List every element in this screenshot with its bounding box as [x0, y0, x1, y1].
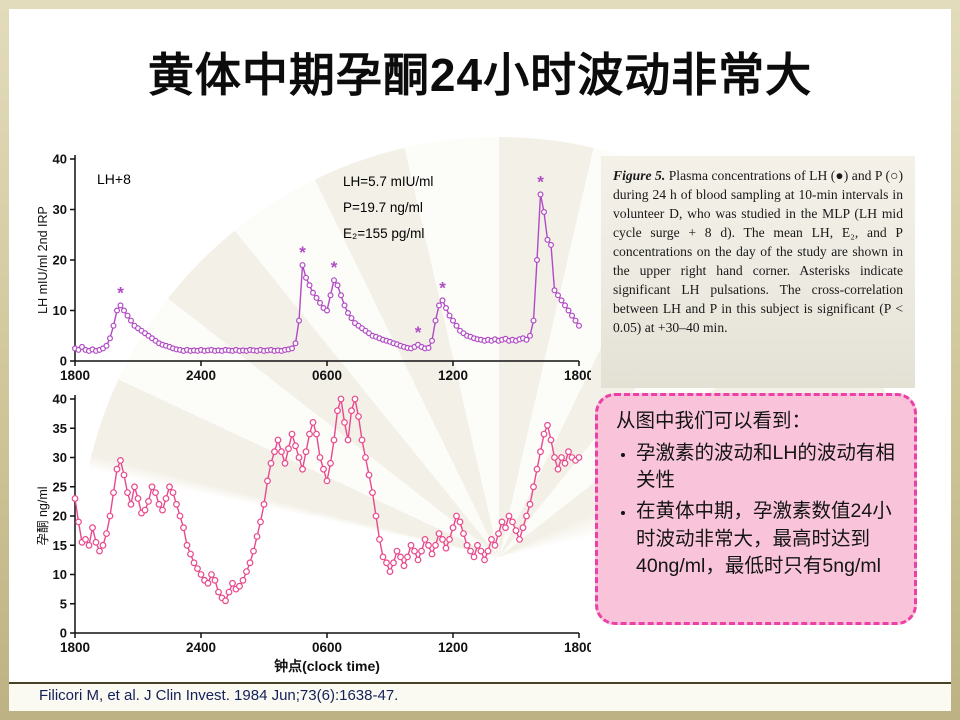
- svg-text:10: 10: [53, 303, 67, 318]
- lh-mean-value: LH=5.7 mIU/ml: [343, 174, 434, 189]
- svg-text:35: 35: [53, 421, 67, 436]
- note-bullet-list: 孕激素的波动和LH的波动有相关性 在黄体中期，孕激素数值24小时波动非常大，最高…: [614, 440, 900, 581]
- citation-bar: Filicori M, et al. J Clin Invest. 1984 J…: [9, 682, 951, 711]
- svg-text:0600: 0600: [312, 640, 342, 655]
- svg-text:1800: 1800: [564, 368, 591, 383]
- svg-text:40: 40: [53, 392, 67, 407]
- note-heading: 从图中我们可以看到：: [616, 410, 812, 432]
- svg-text:0600: 0600: [312, 368, 342, 383]
- p-mean-value: P=19.7 ng/ml: [343, 200, 423, 215]
- progesterone-chart-svg: 0 5 10 15 20 25 30 35 40 1800 2400 0600 1200 1800 孕酮 n…: [36, 392, 594, 675]
- svg-text:*: *: [537, 172, 544, 191]
- svg-text:1200: 1200: [438, 640, 468, 655]
- svg-text:30: 30: [53, 202, 67, 217]
- lh-chart: 0 10 20 30 40 1800 2400 0600 1200 1800 * * * * * * LH mI…: [35, 147, 594, 387]
- svg-text:40: 40: [53, 152, 67, 167]
- svg-text:*: *: [331, 258, 338, 277]
- svg-text:*: *: [415, 323, 422, 342]
- svg-text:20: 20: [53, 509, 67, 524]
- svg-text:0: 0: [60, 626, 67, 641]
- svg-text:15: 15: [53, 538, 67, 553]
- citation-text: Filicori M, et al. J Clin Invest. 1984 J…: [39, 687, 399, 704]
- svg-text:25: 25: [53, 479, 67, 494]
- figure-caption-box: Figure 5. Plasma concentrations of LH (●…: [601, 156, 915, 388]
- svg-text:1800: 1800: [564, 640, 591, 655]
- figure-caption-text: Plasma concentrations of LH (●) and P (○…: [613, 168, 903, 336]
- svg-text:10: 10: [53, 567, 67, 582]
- note-box: 从图中我们可以看到： 孕激素的波动和LH的波动有相关性 在黄体中期，孕激素数值2…: [595, 393, 917, 625]
- note-bullet: 孕激素的波动和LH的波动有相关性: [636, 440, 900, 495]
- svg-text:*: *: [439, 278, 446, 297]
- lh-chart-svg: 0 10 20 30 40 1800 2400 0600 1200 1800 * * * * * * LH mI…: [36, 152, 594, 384]
- note-bullet: 在黄体中期，孕激素数值24小时波动非常大，最高时达到40ng/ml，最低时只有5…: [636, 498, 900, 581]
- svg-text:2400: 2400: [186, 368, 216, 383]
- svg-text:0: 0: [60, 354, 67, 369]
- svg-text:孕酮 ng/ml: 孕酮 ng/ml: [36, 486, 50, 545]
- e2-mean-value: E₂=155 pg/ml: [343, 226, 425, 241]
- svg-text:5: 5: [60, 596, 67, 611]
- svg-text:LH mIU/ml 2nd IRP: LH mIU/ml 2nd IRP: [36, 206, 50, 314]
- svg-text:20: 20: [53, 253, 67, 268]
- lh-plus8-annotation: LH+8: [97, 171, 131, 187]
- svg-text:2400: 2400: [186, 640, 216, 655]
- svg-text:30: 30: [53, 450, 67, 465]
- slide-title: 黄体中期孕酮24小时波动非常大: [147, 49, 813, 101]
- svg-text:*: *: [117, 283, 124, 302]
- svg-text:1200: 1200: [438, 368, 468, 383]
- svg-text:1800: 1800: [60, 368, 90, 383]
- slide-inner: 黄体中期孕酮24小时波动非常大 0 10 20 30 40 1800 2400 0600 120…: [9, 9, 951, 711]
- figure-label: Figure 5.: [613, 168, 666, 183]
- svg-text:钟点(clock time): 钟点(clock time): [274, 658, 380, 674]
- svg-text:*: *: [299, 243, 306, 262]
- progesterone-chart: 0 5 10 15 20 25 30 35 40 1800 2400 0600 1200 1800 孕酮 n…: [35, 387, 594, 679]
- mean-values-annotation: LH=5.7 mIU/ml P=19.7 ng/ml E₂=155 pg/ml: [343, 169, 433, 247]
- svg-text:1800: 1800: [60, 640, 90, 655]
